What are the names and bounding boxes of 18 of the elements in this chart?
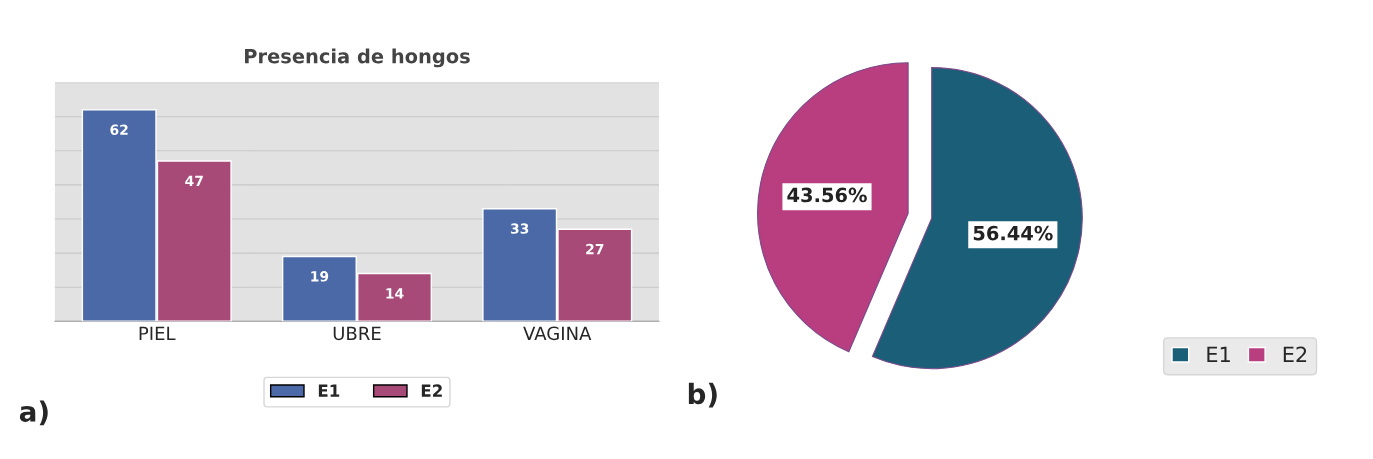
data-label: 33	[510, 223, 529, 234]
data-label: 27	[586, 243, 604, 255]
data-label: 56.44%	[973, 225, 1053, 241]
legend-label: E2	[1283, 346, 1307, 363]
legend-label: E2	[421, 384, 442, 397]
x-tick-label: PIEL	[139, 326, 176, 340]
x-tick-label: UBRE	[333, 326, 381, 341]
data-label: 43.56%	[787, 187, 867, 203]
text: b)	[688, 382, 717, 408]
legend-label: E1	[1207, 346, 1230, 363]
chart-title: Presencia de hongos	[245, 48, 470, 68]
data-label: 14	[386, 288, 404, 299]
legend-label: E1	[318, 384, 340, 397]
x-tick-label: VAGINA	[523, 326, 592, 341]
data-label: 47	[185, 175, 203, 186]
data-label: 62	[110, 124, 128, 135]
data-label: 19	[311, 271, 329, 282]
text: a)	[19, 400, 48, 426]
